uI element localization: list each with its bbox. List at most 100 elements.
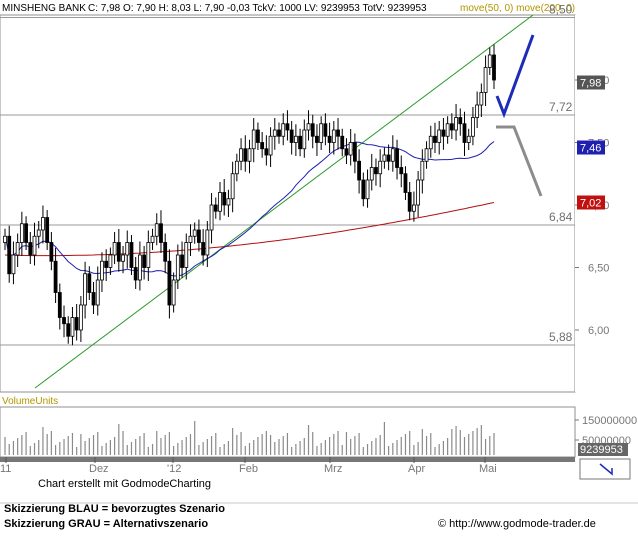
candle-body — [137, 254, 142, 281]
x-tick-label: Mrz — [324, 463, 342, 475]
candle-body — [445, 123, 450, 137]
price-badge — [577, 140, 605, 155]
candle-body — [285, 123, 290, 131]
candle-body — [403, 173, 408, 193]
candle-body — [188, 235, 193, 243]
x-tick-label: Apr — [408, 463, 425, 475]
candle-body — [175, 254, 180, 281]
candle-body — [226, 198, 231, 206]
candle-body — [49, 242, 54, 262]
chart-credit: Chart erstellt mit GodmodeCharting — [38, 478, 211, 490]
level-label: 5,88 — [549, 330, 573, 344]
candle-body — [352, 142, 357, 162]
candle-body — [336, 129, 340, 137]
candle-body — [412, 204, 416, 212]
candle-body — [239, 148, 243, 162]
candle-body — [428, 135, 433, 150]
candle-body — [407, 192, 412, 212]
candle-body — [222, 192, 227, 206]
candle-body — [192, 229, 197, 237]
candle-body — [197, 229, 201, 243]
legend-blue: Skizzierung BLAU = bevorzugtes Szenario — [4, 503, 225, 515]
candle-body — [289, 129, 294, 143]
candle-body — [454, 117, 458, 131]
candle-body — [45, 217, 50, 243]
candle-body — [441, 129, 446, 137]
volume-tick-label: 150000000 — [582, 415, 637, 427]
candle-body — [62, 317, 66, 325]
candle-body — [369, 167, 374, 181]
candle-body — [302, 129, 307, 150]
candle-body — [260, 142, 265, 150]
candle-body — [159, 223, 163, 243]
candle-body — [327, 135, 332, 143]
candle-body — [382, 154, 387, 162]
candle-body — [150, 235, 155, 243]
candle-body — [340, 135, 345, 150]
candle-body — [437, 129, 442, 143]
chart-title: MINSHENG BANK — [2, 3, 86, 14]
candle-body — [433, 135, 437, 143]
candle-body — [125, 242, 130, 256]
candle-body — [374, 167, 378, 175]
candle-body — [3, 235, 7, 243]
candle-body — [420, 160, 425, 181]
trendline — [34, 14, 534, 389]
candle-body — [264, 148, 269, 156]
candle-body — [365, 179, 370, 200]
candle-body — [53, 260, 58, 293]
candle-body — [315, 135, 319, 143]
candle-body — [298, 135, 302, 150]
scenario-blue-line — [495, 34, 535, 119]
candle-body — [87, 273, 92, 293]
x-tick-label: Dez — [89, 463, 109, 475]
candle-body — [487, 54, 492, 68]
candle-body — [272, 129, 277, 137]
candle-body — [41, 217, 45, 231]
candle-body — [32, 235, 37, 256]
x-tick-label: '12 — [167, 463, 181, 475]
candle-body — [129, 242, 134, 268]
scenario-gray-line — [496, 125, 543, 197]
candle-body — [310, 123, 315, 137]
candle-body — [462, 123, 467, 143]
ma-legend: move(50, 0) move(200, 0) — [460, 3, 575, 14]
volume-badge — [578, 443, 628, 456]
price-badge — [577, 195, 605, 210]
candle-body — [344, 148, 349, 156]
source-url[interactable]: © http://www.godmode-trader.de — [438, 518, 596, 530]
candle-body — [74, 317, 79, 331]
candle-body — [184, 242, 189, 268]
candle-body — [70, 317, 75, 337]
candle-body — [83, 273, 87, 306]
candle-body — [492, 54, 496, 81]
candle-body — [306, 123, 311, 131]
candle-body — [108, 254, 113, 268]
x-tick-label: Feb — [239, 463, 258, 475]
candle-body — [7, 235, 12, 275]
candle-body — [209, 204, 214, 231]
candle-body — [319, 123, 324, 143]
price-badge-label: 7,46 — [580, 143, 601, 155]
candle-body — [399, 167, 404, 175]
candle-body — [36, 229, 41, 237]
price-badge-label: 7,98 — [580, 78, 601, 90]
candle-body — [424, 148, 429, 162]
candle-body — [243, 148, 248, 162]
candle-body — [154, 223, 159, 237]
candle-body — [205, 229, 210, 256]
candle-body — [348, 142, 353, 156]
level-label: 8,50 — [549, 3, 573, 17]
candle-body — [121, 254, 125, 262]
candle-body — [112, 242, 117, 256]
candle-body — [256, 129, 260, 143]
candle-body — [449, 123, 454, 131]
candle-body — [386, 154, 391, 162]
volume-label: VolumeUnits — [2, 396, 58, 407]
candle-body — [95, 279, 100, 306]
candle-body — [475, 104, 480, 118]
level-label: 7,72 — [549, 100, 573, 114]
candle-body — [57, 292, 62, 318]
price-badge — [577, 75, 605, 90]
